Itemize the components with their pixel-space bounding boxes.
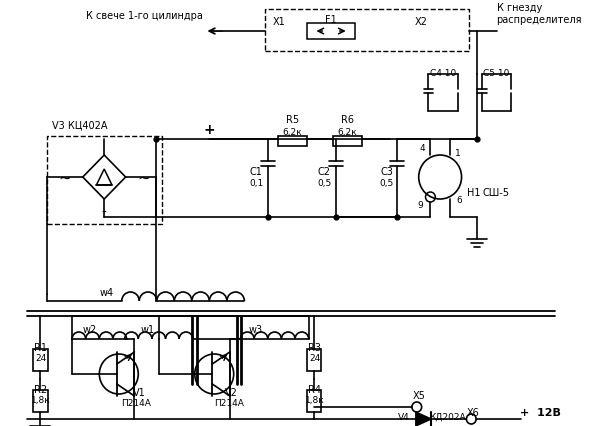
Text: 6,2к: 6,2к <box>283 127 302 136</box>
Text: X1: X1 <box>273 17 286 27</box>
Text: 0,5: 0,5 <box>317 178 331 187</box>
Text: П214А: П214А <box>214 397 244 406</box>
Text: +: + <box>203 123 215 137</box>
Text: R1: R1 <box>34 342 47 352</box>
Text: C5 10: C5 10 <box>484 68 510 78</box>
Text: 24: 24 <box>309 353 320 362</box>
Bar <box>307 24 355 40</box>
Bar <box>278 137 307 147</box>
Text: 24: 24 <box>35 353 47 362</box>
Text: R6: R6 <box>341 115 354 125</box>
Text: 1,8к: 1,8к <box>31 394 51 403</box>
Text: -: - <box>102 205 107 219</box>
Text: X6: X6 <box>467 407 479 417</box>
Text: w4: w4 <box>100 287 114 297</box>
Text: C4 10: C4 10 <box>430 68 456 78</box>
Text: СШ-5: СШ-5 <box>483 187 510 198</box>
Text: V1: V1 <box>133 387 146 397</box>
Text: R2: R2 <box>34 384 47 394</box>
Text: 4: 4 <box>420 143 425 152</box>
Text: R5: R5 <box>286 115 299 125</box>
Text: 6,2к: 6,2к <box>338 127 358 136</box>
Text: КД202А: КД202А <box>430 412 466 420</box>
Text: V2: V2 <box>226 387 238 397</box>
Bar <box>265 10 469 52</box>
Text: w3: w3 <box>249 324 263 334</box>
Text: R3: R3 <box>308 342 321 352</box>
Text: ~: ~ <box>138 170 151 185</box>
Bar <box>307 349 322 371</box>
Text: 1,8к: 1,8к <box>305 394 325 403</box>
Text: П214А: П214А <box>121 397 151 406</box>
Text: X5: X5 <box>412 390 425 400</box>
Text: 6: 6 <box>457 195 463 204</box>
Text: ~: ~ <box>58 170 71 185</box>
Text: +  12В: + 12В <box>520 407 561 417</box>
Text: V4: V4 <box>398 412 410 420</box>
Bar <box>47 137 161 225</box>
Bar <box>333 137 362 147</box>
Text: К гнезду
распределителя: К гнезду распределителя <box>497 3 582 25</box>
Bar <box>307 390 322 412</box>
Text: 0,1: 0,1 <box>249 178 263 187</box>
Text: C3: C3 <box>380 167 393 177</box>
Text: 9: 9 <box>418 200 424 209</box>
Text: C1: C1 <box>250 167 263 177</box>
Text: F1: F1 <box>325 15 337 25</box>
Text: X2: X2 <box>414 17 427 27</box>
Text: К свече 1-го цилиндра: К свече 1-го цилиндра <box>86 11 203 21</box>
Text: V3 КЦ402А: V3 КЦ402А <box>52 120 107 130</box>
Text: R4: R4 <box>308 384 321 394</box>
Text: C2: C2 <box>318 167 331 177</box>
Text: w1: w1 <box>141 324 155 334</box>
Text: w2: w2 <box>82 324 97 334</box>
Text: Н1: Н1 <box>467 187 481 198</box>
Bar <box>33 390 48 412</box>
Polygon shape <box>416 412 431 426</box>
Text: 0,5: 0,5 <box>379 178 394 187</box>
Bar <box>33 349 48 371</box>
Text: 1: 1 <box>455 148 461 157</box>
